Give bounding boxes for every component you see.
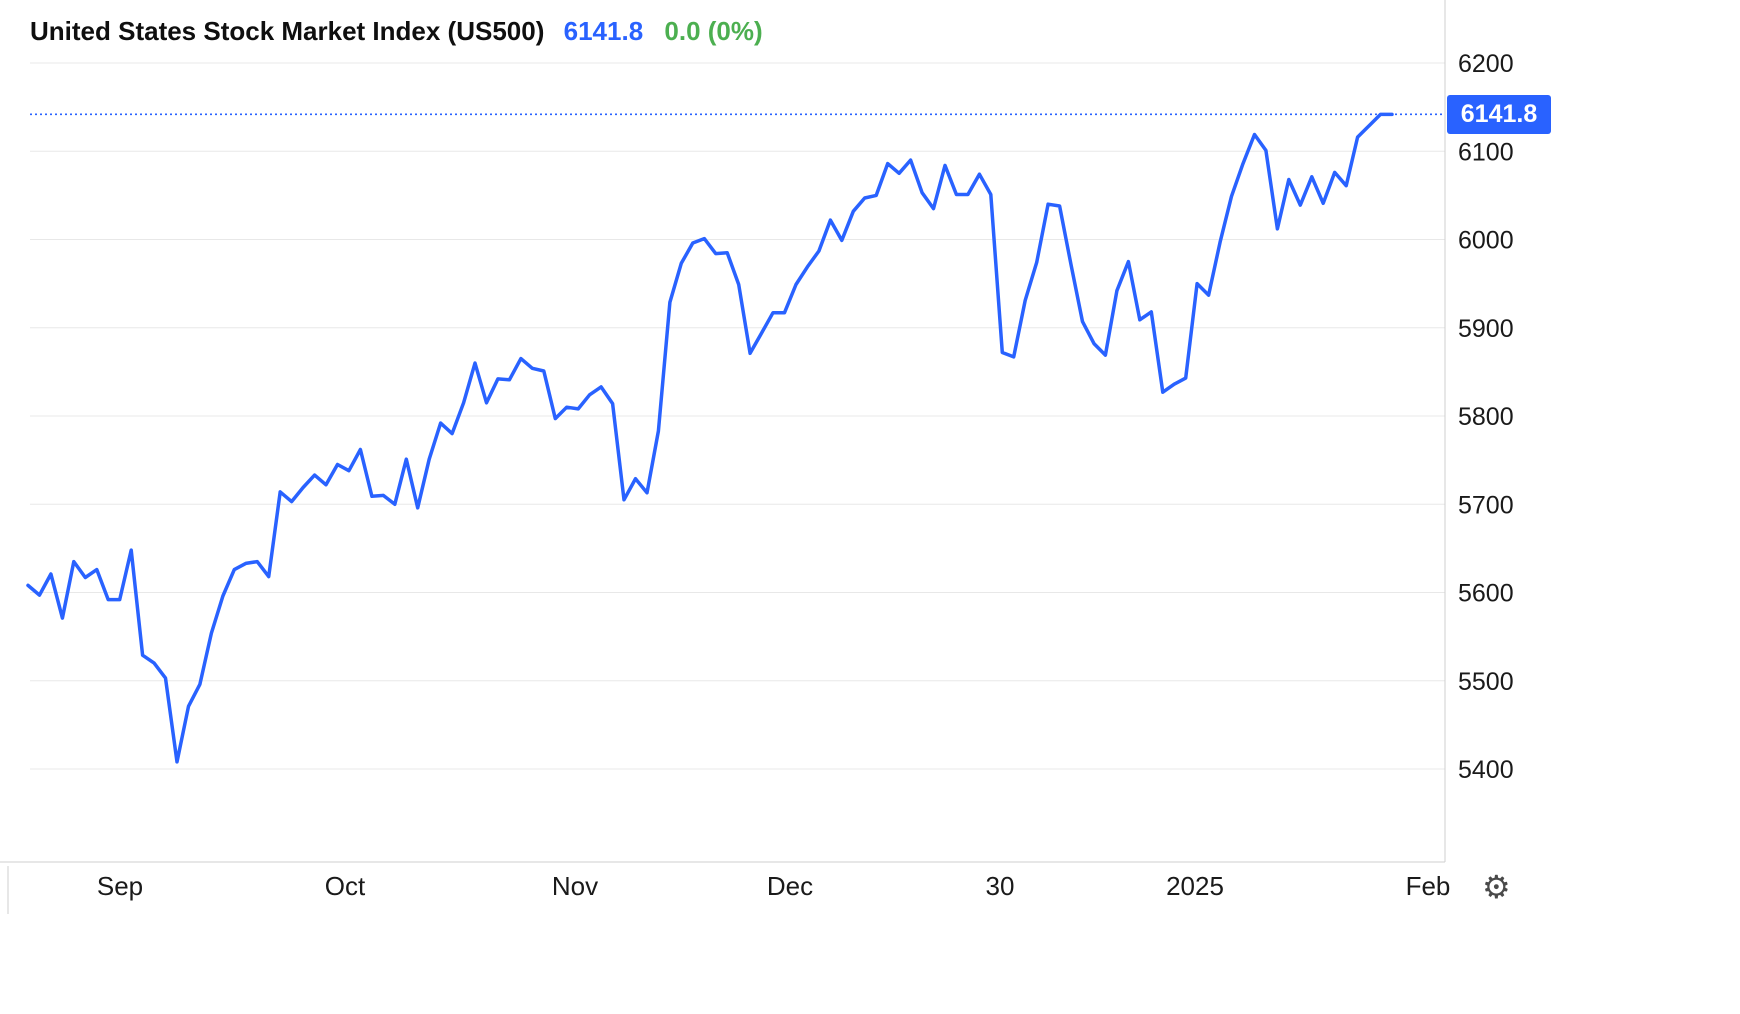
- last-price-label: 6141.8: [1447, 95, 1551, 134]
- chart-header: United States Stock Market Index (US500)…: [30, 14, 763, 48]
- y-axis-tick-label: 5700: [1458, 491, 1514, 519]
- price-line-series: [26, 112, 1394, 764]
- y-axis-tick-label: 5400: [1458, 756, 1514, 784]
- y-axis-tick-label: 5900: [1458, 315, 1514, 343]
- header-last-price: 6141.8: [563, 16, 644, 46]
- x-axis-tick-label: Feb: [1406, 871, 1451, 901]
- x-axis-tick-label: 2025: [1166, 871, 1224, 901]
- x-axis-tick-label: Sep: [97, 871, 143, 901]
- y-axis-tick-label: 6000: [1458, 227, 1514, 255]
- x-axis-tick-label: Oct: [325, 871, 366, 901]
- x-axis-tick-label: Dec: [767, 871, 813, 901]
- x-axis-tick-label: Nov: [552, 871, 598, 901]
- y-axis-tick-label: 5500: [1458, 668, 1514, 696]
- x-axis-tick-label: 30: [986, 871, 1015, 901]
- y-axis-tick-label: 5600: [1458, 580, 1514, 608]
- y-axis-tick-label: 6200: [1458, 50, 1514, 78]
- y-axis-tick-label: 6100: [1458, 138, 1514, 166]
- chart-title: United States Stock Market Index (US500): [30, 16, 545, 46]
- y-axis-tick-label: 5800: [1458, 403, 1514, 431]
- header-price-change: 0.0 (0%): [664, 16, 763, 46]
- settings-gear-icon[interactable]: ⚙: [1482, 869, 1511, 905]
